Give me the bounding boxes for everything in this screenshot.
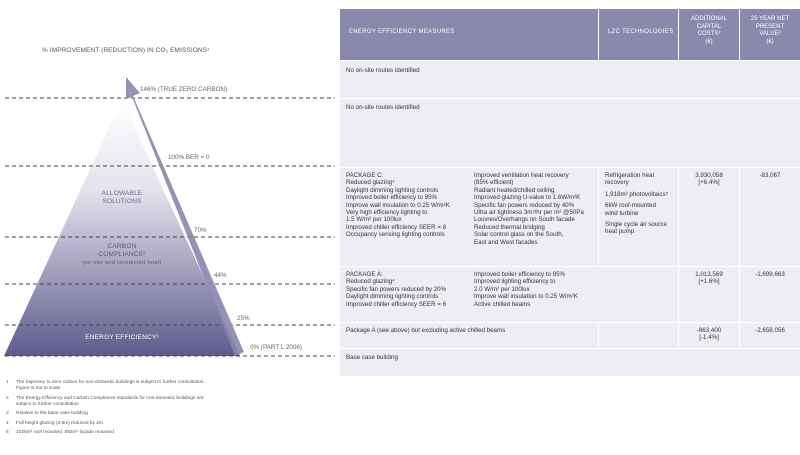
- row-text: Base case building: [346, 354, 398, 361]
- carbon-compliance-label: CARBON COMPLIANCE² (on site and connecte…: [54, 243, 190, 267]
- footnotes: 1 The trajectory to zero carbon for non-d…: [6, 380, 306, 440]
- carbon-line-1: CARBON: [107, 243, 137, 250]
- footnote-item: 1 The trajectory to zero carbon for non-d…: [6, 380, 205, 391]
- table-row: No on-site routes identified: [340, 61, 800, 98]
- row5-npv: -2,658,056: [755, 327, 785, 334]
- table-row: Base case building: [340, 349, 800, 376]
- package-c-measures-1: PACKAGE C: Reduced glazing⁴ Daylight dim…: [346, 172, 450, 239]
- package-a-cost: 1,013,569 [+1.6%]: [695, 271, 723, 286]
- footnote-item: 4 Full height glazing (3.9m) reduced by 2…: [6, 420, 103, 426]
- row-text: No on-site routes identified: [346, 67, 420, 74]
- row-text: No on-site routes identified: [346, 104, 420, 111]
- package-a-measures-2: Improved boiler efficiency to 95% Improv…: [474, 271, 578, 308]
- header-npv-label: 25 YEAR NET PRESENT VALUE³ (€): [750, 16, 790, 45]
- diagram-graphics: [4, 77, 335, 357]
- level-label-146: 146% (TRUE ZERO CARBON): [140, 86, 228, 93]
- table-row: No on-site routes identified: [340, 99, 800, 167]
- package-c-measures-2: Improved ventilation heat recovery (85% …: [474, 172, 584, 246]
- level-label-25: 25%: [237, 315, 250, 322]
- table-row: PACKAGE C: Reduced glazing⁴ Daylight dim…: [340, 168, 800, 266]
- trajectory-arrow: [126, 77, 244, 356]
- pyramid: [4, 100, 240, 356]
- header-npv: 25 YEAR NET PRESENT VALUE³ (€): [740, 9, 800, 60]
- carbon-line-2: COMPLIANCE²: [98, 251, 146, 258]
- row5-cost: -863,400 [-1.4%]: [696, 327, 722, 342]
- table-row: PACKAGE A: Reduced glazing⁴ Specific fan…: [340, 267, 800, 322]
- level-label-44: 44%: [214, 272, 227, 279]
- footnote-item: 5 1026m² roof mounted, 892m² façade mount…: [6, 430, 114, 435]
- level-label-70: 70%: [194, 227, 207, 234]
- table-row: Package A (see above) but excluding acti…: [340, 323, 800, 348]
- level-label-0: 0% (PART L 2006): [250, 344, 302, 351]
- energy-efficiency-label: ENERGY EFFICIENCY³: [85, 334, 159, 341]
- allowable-line-1: ALLOWABLE: [101, 190, 143, 197]
- package-c-cost: 3,930,058 [+6.4%]: [695, 172, 723, 187]
- header-cost: ADDITIONAL CAPITAL COSTS³ (€): [679, 9, 739, 60]
- header-measures-label: ENERGY EFFICIENCY MEASURES: [349, 29, 455, 35]
- carbon-line-3: (on site and connected heat): [82, 260, 162, 266]
- header-lzc: LZC TECHNOLOGIES: [599, 9, 678, 60]
- header-lzc-label: LZC TECHNOLOGIES: [608, 29, 674, 35]
- footnote-item: 2 The Energy Efficiency and Carbon Compli…: [6, 395, 204, 407]
- package-a-measures-1: PACKAGE A: Reduced glazing⁴ Specific fan…: [346, 271, 447, 308]
- level-label-100: 100% BER = 0: [168, 154, 210, 161]
- package-c-lzc: Refrigeration heat recovery 1,918m² phot…: [605, 172, 669, 236]
- footnote-item: 3 Relative to the base case building: [6, 411, 88, 416]
- header-measures: ENERGY EFFICIENCY MEASURES: [340, 9, 598, 60]
- package-c-npv: -83,067: [759, 172, 781, 179]
- allowable-line-2: SOLUTIONS: [102, 198, 142, 205]
- header-cost-label: ADDITIONAL CAPITAL COSTS³ (€): [690, 16, 727, 45]
- co2-trajectory-diagram: % IMPROVEMENT (REDUCTION) IN CO₂ EMISSIO…: [0, 0, 340, 375]
- allowable-solutions-label: ALLOWABLE SOLUTIONS: [70, 190, 174, 206]
- package-a-npv: -1,699,663: [755, 271, 785, 278]
- row-text: Package A (see above) but excluding acti…: [346, 327, 506, 334]
- diagram-title: % IMPROVEMENT (REDUCTION) IN CO₂ EMISSIO…: [42, 47, 210, 54]
